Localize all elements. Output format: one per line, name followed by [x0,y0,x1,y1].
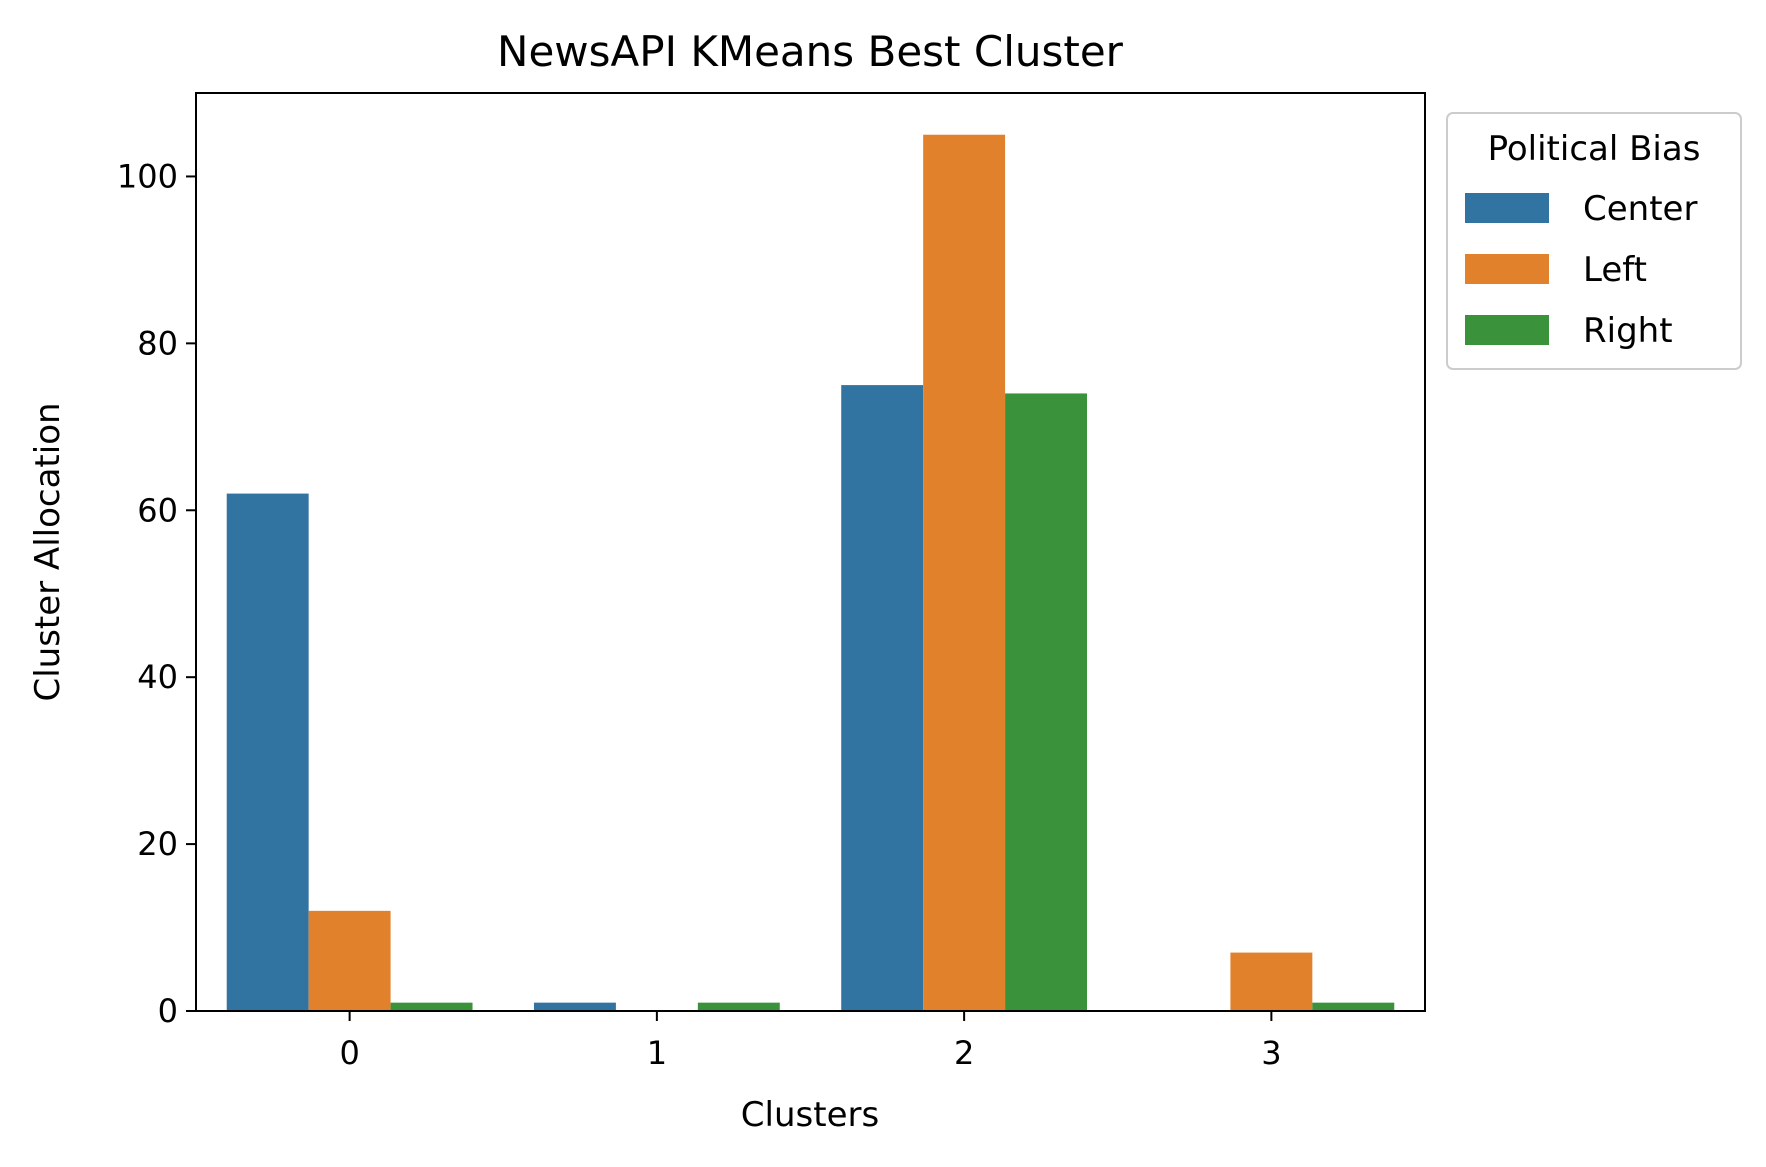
bar-right-cluster-1 [697,1002,780,1011]
y-axis-ticks: 0 20 40 60 80 100 [117,157,196,1030]
legend-label-center: Center [1583,189,1697,229]
legend-label-right: Right [1583,311,1673,351]
x-tick-label: 0 [339,1034,359,1072]
bar-right-cluster-2 [1005,393,1088,1011]
bar-left-cluster-2 [923,134,1006,1012]
legend-swatch-center [1465,193,1549,223]
plot-frame [195,92,1426,1012]
bar-center-cluster-2 [841,385,924,1012]
x-tick-label: 2 [954,1034,974,1072]
legend-title: Political Bias [1488,129,1701,169]
y-tick-label: 60 [137,491,178,529]
legend-label-left: Left [1583,250,1647,290]
bar-center-cluster-0 [226,493,309,1012]
bar-right-cluster-3 [1312,1002,1395,1011]
x-axis-ticks: 0 1 2 3 [339,1011,1282,1072]
y-axis-label: Cluster Allocation [28,402,68,701]
bar-left-cluster-0 [308,910,391,1011]
bar-right-cluster-0 [390,1002,473,1011]
y-tick-label: 100 [117,157,178,195]
legend-items: Center Left Right [1465,189,1697,351]
chart-title: NewsAPI KMeans Best Cluster [497,27,1124,76]
bar-center-cluster-1 [533,1002,616,1011]
y-tick-label: 40 [137,658,178,696]
bar-left-cluster-3 [1230,952,1313,1011]
legend-frame [1446,112,1742,370]
y-tick-label: 20 [137,825,178,863]
legend: Political Bias Center Left Right [1446,112,1742,370]
y-tick-label: 0 [158,992,178,1030]
x-axis-label: Clusters [741,1095,879,1135]
bars-layer [226,134,1395,1012]
legend-swatch-left [1465,254,1549,284]
legend-swatch-right [1465,315,1549,345]
y-tick-label: 80 [137,324,178,362]
x-tick-label: 1 [647,1034,667,1072]
x-tick-label: 3 [1261,1034,1281,1072]
